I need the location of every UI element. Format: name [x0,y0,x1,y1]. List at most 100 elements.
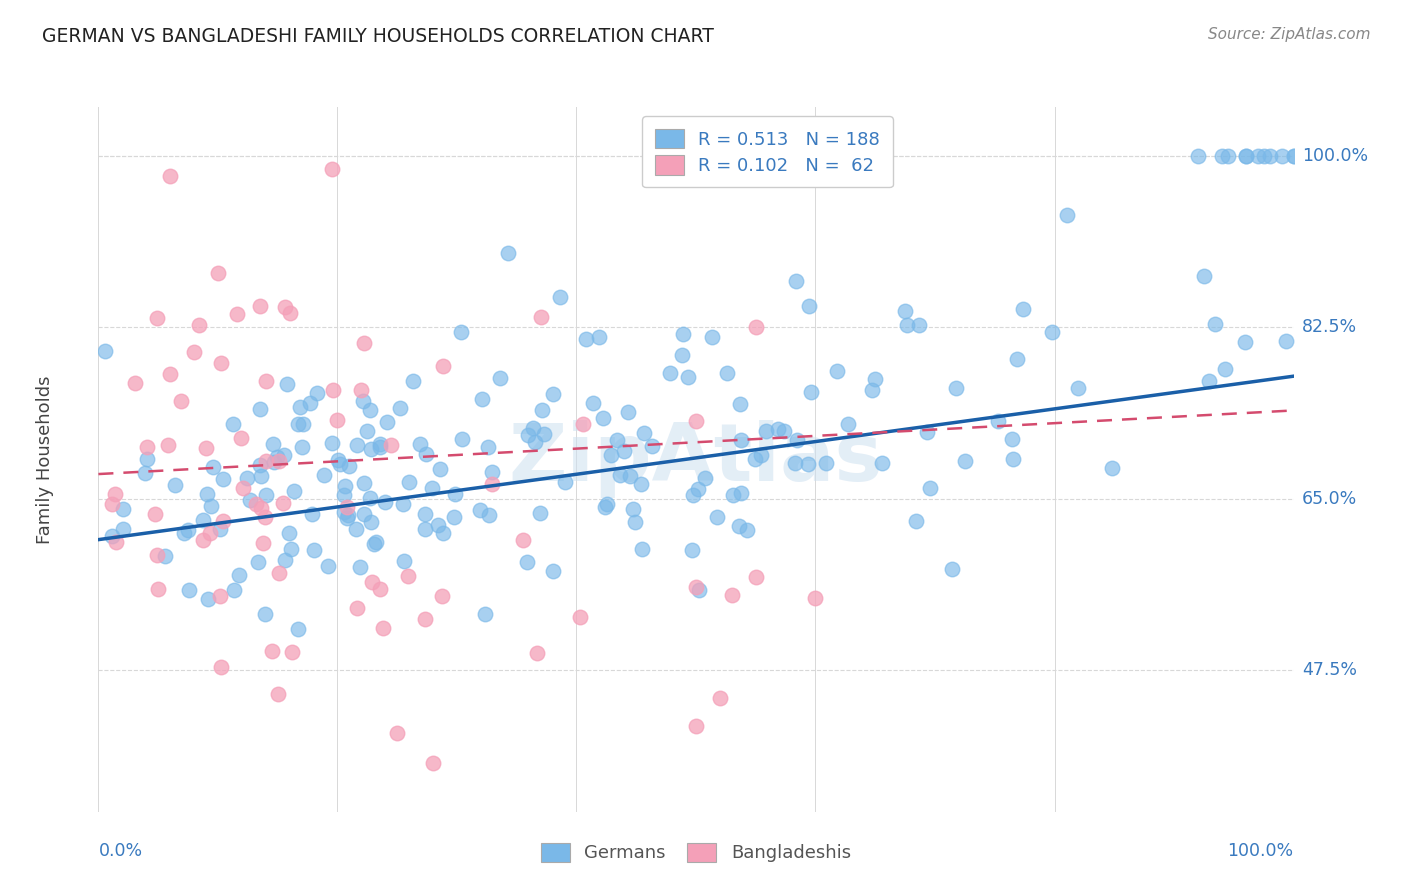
Point [239,492,262,507]
Point [333,479,356,493]
Point [1001,432,1024,446]
Point [630,477,652,491]
Point [260,644,283,658]
Point [183,344,205,359]
Point [228,568,250,582]
Point [896,318,918,333]
Point [588,330,610,344]
Point [685,414,707,428]
Point [804,591,827,605]
Point [173,525,195,540]
Point [212,514,235,528]
Point [785,274,807,288]
Point [1204,317,1226,331]
Point [253,607,276,621]
Point [987,414,1010,428]
Point [359,491,381,505]
Point [471,392,494,406]
Point [200,499,222,513]
Point [609,468,631,483]
Point [1198,375,1220,389]
Point [427,517,450,532]
Point [328,452,350,467]
Point [474,607,496,621]
Point [336,500,359,514]
Point [269,453,291,467]
Point [349,560,371,574]
Point [363,536,385,550]
Point [430,589,453,603]
Point [727,519,749,533]
Point [523,434,546,449]
Point [252,536,274,550]
Point [450,326,472,340]
Point [744,451,766,466]
Point [225,307,247,321]
Point [245,497,267,511]
Point [269,566,291,580]
Point [1211,149,1233,163]
Point [385,726,409,740]
Point [156,438,179,452]
Point [380,438,402,452]
Point [253,510,276,524]
Point [231,431,253,445]
Point [336,511,359,525]
Point [1216,149,1239,163]
Point [1213,362,1236,376]
Point [1067,380,1090,394]
Point [893,304,915,318]
Point [209,589,232,603]
Point [301,507,323,521]
Point [101,497,124,511]
Point [1253,149,1275,163]
Point [413,507,436,521]
Point [860,383,883,397]
Point [837,417,859,431]
Point [274,300,297,314]
Point [262,436,284,450]
Point [291,417,314,431]
Point [250,469,273,483]
Point [344,522,367,536]
Point [730,433,752,447]
Point [721,488,744,502]
Point [145,311,167,326]
Point [955,454,977,468]
Point [194,441,217,455]
Point [870,456,893,470]
Point [263,455,285,469]
Point [569,610,592,624]
Point [368,440,391,454]
Point [749,448,772,462]
Point [211,472,233,486]
Text: 100.0%: 100.0% [1227,842,1294,860]
Point [302,543,325,558]
Point [191,533,214,547]
Point [1233,335,1256,350]
Point [287,417,309,432]
Point [529,507,551,521]
Point [353,507,375,521]
Point [197,591,219,606]
Point [170,393,193,408]
Point [522,421,544,435]
Point [209,660,232,674]
Point [298,396,321,410]
Point [188,318,211,333]
Point [193,513,215,527]
Point [1056,208,1078,222]
Point [307,385,329,400]
Point [273,448,295,462]
Point [1275,334,1298,348]
Point [496,246,519,260]
Point [582,396,605,410]
Point [685,580,707,594]
Point [246,555,269,569]
Point [659,366,682,380]
Point [593,500,616,515]
Point [797,299,820,313]
Point [571,417,593,432]
Point [287,622,309,636]
Point [1282,149,1305,163]
